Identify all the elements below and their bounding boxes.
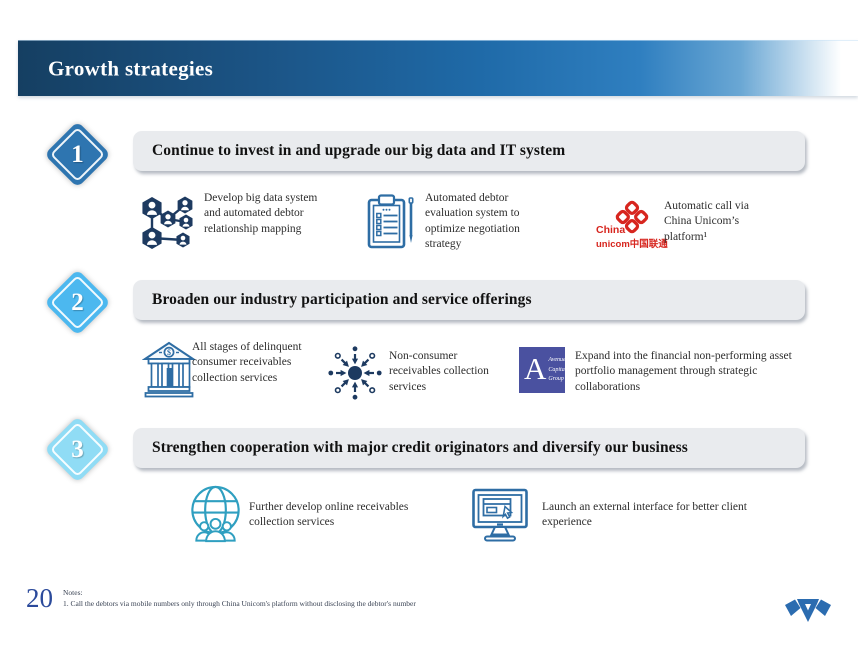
title-bar: Growth strategies (18, 40, 858, 96)
section-2-number: 2 (71, 288, 84, 316)
section-1-number-badge: 1 (44, 121, 111, 188)
section-3-number-badge: 3 (44, 416, 111, 483)
svg-text:$: $ (167, 348, 171, 357)
item-text: Launch an external interface for better … (542, 501, 747, 529)
avenue-capital-logo: A Avenue Capital Group (519, 347, 567, 393)
item-text: Non-consumer receivables collection serv… (389, 350, 489, 393)
unicom-wordmark-en: China (596, 224, 626, 236)
item-text: Further develop online receivables colle… (249, 501, 409, 529)
notes: Notes: 1. Call the debtors via mobile nu… (63, 587, 416, 610)
section-1-header: Continue to invest in and upgrade our bi… (133, 131, 805, 171)
section-3-header: Strengthen cooperation with major credit… (133, 428, 805, 468)
section-3-header-text: Strengthen cooperation with major credit… (152, 439, 688, 456)
section-2-header: Broaden our industry participation and s… (133, 280, 805, 320)
note-1: 1. Call the debtors via mobile numbers o… (63, 599, 416, 609)
bank-icon: $ (142, 340, 196, 398)
section-2-header-text: Broaden our industry participation and s… (152, 291, 532, 308)
clipboard-evaluation-icon (364, 191, 420, 253)
item-text: Develop big data system and automated de… (204, 192, 318, 235)
page-title: Growth strategies (48, 56, 214, 80)
notes-label: Notes: (63, 588, 83, 597)
company-logo (784, 596, 832, 630)
section-1-number: 1 (71, 140, 84, 168)
china-unicom-logo: China unicom中国联通 (596, 198, 708, 252)
unicom-wordmark-cn: unicom中国联通 (596, 239, 668, 250)
china-unicom-knot-icon (615, 200, 649, 234)
item-text: Automatic call via China Unicom’s platfo… (664, 200, 749, 243)
globe-users-icon (184, 483, 247, 546)
section-3-number: 3 (71, 435, 84, 463)
item-text: All stages of delinquent consumer receiv… (192, 341, 302, 384)
monitor-interface-icon (470, 486, 530, 544)
item-text: Automated debtor evaluation system to op… (425, 192, 520, 250)
section-1-header-text: Continue to invest in and upgrade our bi… (152, 142, 566, 159)
page-number: 20 (26, 583, 53, 613)
section-2-number-badge: 2 (44, 269, 111, 336)
avenue-wordmark: Avenue Capital Group (548, 357, 567, 383)
avenue-letter: A (524, 351, 547, 386)
item-text: Expand into the financial non-performing… (575, 350, 792, 393)
hub-spoke-icon (327, 345, 383, 401)
network-mapping-icon (138, 192, 200, 252)
